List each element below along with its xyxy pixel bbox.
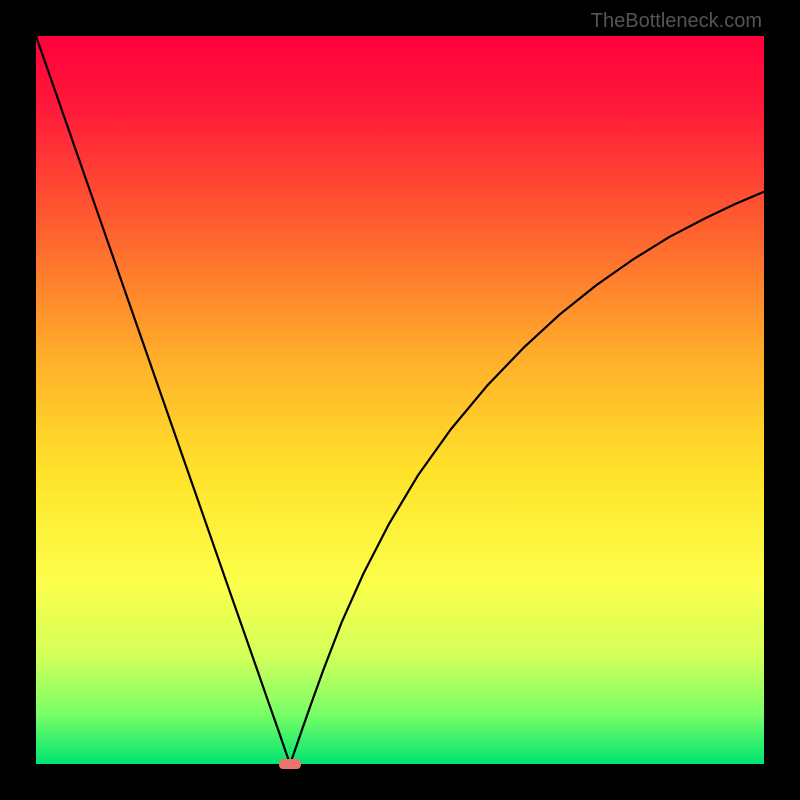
bottleneck-curve — [36, 36, 764, 764]
optimal-marker — [279, 759, 301, 769]
plot-area — [36, 36, 764, 764]
watermark-text: TheBottleneck.com — [591, 10, 762, 33]
chart-frame: TheBottleneck.com — [0, 0, 800, 800]
